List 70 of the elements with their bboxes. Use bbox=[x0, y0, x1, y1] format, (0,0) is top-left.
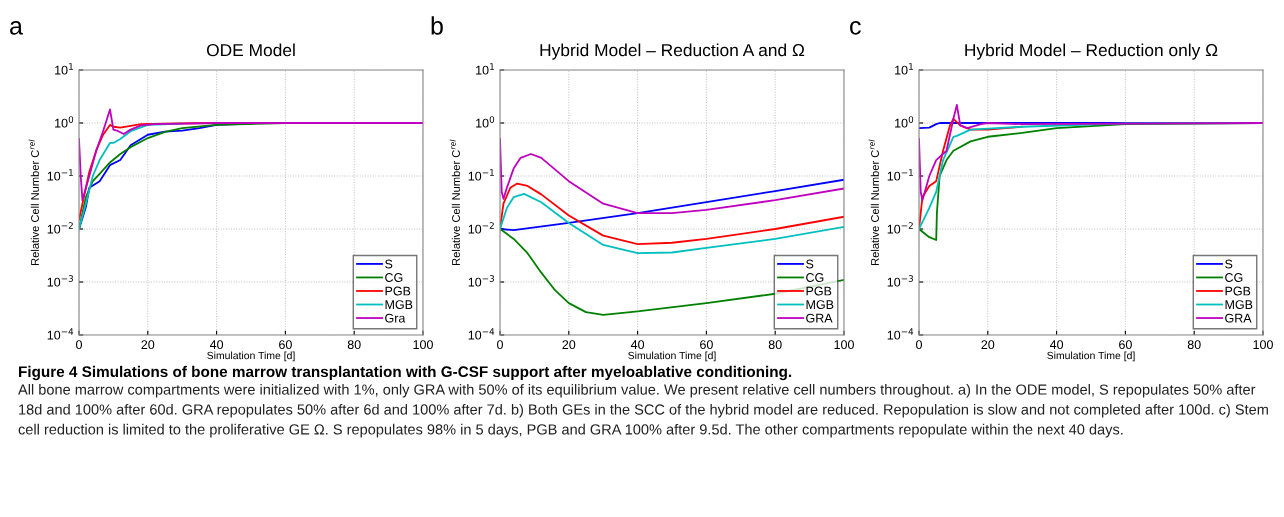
legend-label: S bbox=[1225, 259, 1233, 269]
x-tick-label: 20 bbox=[562, 340, 576, 350]
x-tick-label: 60 bbox=[1119, 340, 1132, 350]
y-tick-label: 10$^{0}$ bbox=[55, 116, 74, 128]
caption: Figure 4 Simulations of bone marrow transplantation with G-CSF support after myeloablative conditioning. bbox=[19, 365, 792, 381]
x-tick-label: 100 bbox=[1253, 340, 1273, 350]
x-tick-label: 60 bbox=[700, 340, 713, 350]
line-series bbox=[500, 178, 844, 232]
y-tick-label: 10$^{−3}$ bbox=[47, 275, 73, 287]
text: All bone marrow compartments were initialized with 1%, only GRA with 50% of its equilibrium value. We present relative cell numbers throughout. a) In the ODE model, S repopulates 50% after 18d and 100% after 60d. GRA repopulates 50% after 6d and 100% after 7d. b) Both GEs in the SCC of the hybrid model are reduced. Repopulation is slow and not completed after 100d. c) Stem cell reduction is limited to the proliferative GE Ω. S repopulates 98% in 5 days, PGB and GRA 100% after 9.5d. The other compartments repopulate within the next 40 days. bbox=[18, 384, 1268, 438]
y-tick-label: 10$^{−4}$ bbox=[47, 328, 74, 340]
x-tick-label: 60 bbox=[279, 340, 292, 350]
legend-label: CG bbox=[385, 273, 403, 282]
x-tick-label: 0 bbox=[497, 340, 503, 350]
legend-label: S bbox=[385, 259, 393, 269]
legend-label: CG bbox=[1225, 273, 1243, 282]
legend-label: PGB bbox=[385, 286, 411, 296]
line-series bbox=[919, 103, 1263, 202]
y-axis-title: Relative Cell Number C$^{rel}$ bbox=[28, 139, 39, 265]
y-tick-label: 10$^{−1}$ bbox=[468, 169, 494, 181]
legend-label: PGB bbox=[806, 286, 832, 296]
y-tick-label: 10$^{−4}$ bbox=[887, 328, 914, 340]
y-tick-label: 10$^{1}$ bbox=[55, 63, 73, 75]
y-tick-label: 10$^{0}$ bbox=[895, 116, 914, 128]
chart-title: Hybrid Model – Reduction A and Ω bbox=[540, 43, 805, 60]
x-tick-label: 0 bbox=[76, 340, 82, 350]
x-tick-label: 80 bbox=[768, 340, 782, 350]
y-tick-label: 10$^{−2}$ bbox=[887, 222, 913, 234]
x-tick-label: 20 bbox=[141, 340, 155, 350]
y-tick-label: 10$^{−1}$ bbox=[887, 169, 913, 181]
y-axis-title: Relative Cell Number C$^{rel}$ bbox=[449, 139, 460, 265]
x-tick-label: 100 bbox=[413, 340, 433, 350]
x-tick-label: 80 bbox=[1187, 340, 1201, 350]
line-series bbox=[500, 192, 844, 255]
y-tick-label: 10$^{−3}$ bbox=[468, 275, 494, 287]
chart-title: ODE Model bbox=[206, 43, 295, 57]
legend-label: PGB bbox=[1225, 286, 1251, 296]
y-tick-label: 10$^{−2}$ bbox=[47, 222, 73, 234]
chart-title: Hybrid Model – Reduction only Ω bbox=[965, 43, 1218, 60]
legend-label: CG bbox=[806, 273, 824, 282]
x-tick-label: 100 bbox=[834, 340, 854, 350]
x-tick-label: 20 bbox=[981, 340, 995, 350]
line-series bbox=[500, 182, 844, 245]
y-tick-label: 10$^{−2}$ bbox=[468, 222, 494, 234]
text: a bbox=[10, 21, 23, 35]
text: b bbox=[431, 16, 443, 35]
legend-label: GRA bbox=[1225, 313, 1252, 323]
legend-label: MGB bbox=[806, 300, 834, 309]
x-tick-label: 80 bbox=[347, 340, 361, 350]
legend-label: MGB bbox=[385, 300, 413, 309]
legend-label: MGB bbox=[1225, 300, 1253, 309]
x-tick-label: 40 bbox=[630, 340, 645, 350]
y-tick-label: 10$^{1}$ bbox=[476, 63, 494, 75]
y-tick-label: 10$^{−3}$ bbox=[887, 275, 913, 287]
x-tick-label: 0 bbox=[916, 340, 922, 350]
x-axis-title: Simulation Time [d] bbox=[628, 351, 716, 362]
x-tick-label: 40 bbox=[209, 340, 224, 350]
y-axis-title: Relative Cell Number C$^{rel}$ bbox=[868, 139, 879, 265]
legend-label: GRA bbox=[806, 313, 833, 323]
y-tick-label: 10$^{0}$ bbox=[476, 116, 495, 128]
x-axis-title: Simulation Time [d] bbox=[207, 351, 295, 362]
y-tick-label: 10$^{1}$ bbox=[895, 63, 913, 75]
line-series bbox=[79, 108, 423, 202]
text: c bbox=[850, 21, 861, 35]
legend-label: Gra bbox=[385, 313, 406, 323]
legend-label: S bbox=[806, 259, 814, 269]
y-tick-label: 10$^{−4}$ bbox=[468, 328, 495, 340]
x-tick-label: 40 bbox=[1049, 340, 1064, 350]
y-tick-label: 10$^{−1}$ bbox=[47, 169, 73, 181]
x-axis-title: Simulation Time [d] bbox=[1047, 351, 1135, 362]
